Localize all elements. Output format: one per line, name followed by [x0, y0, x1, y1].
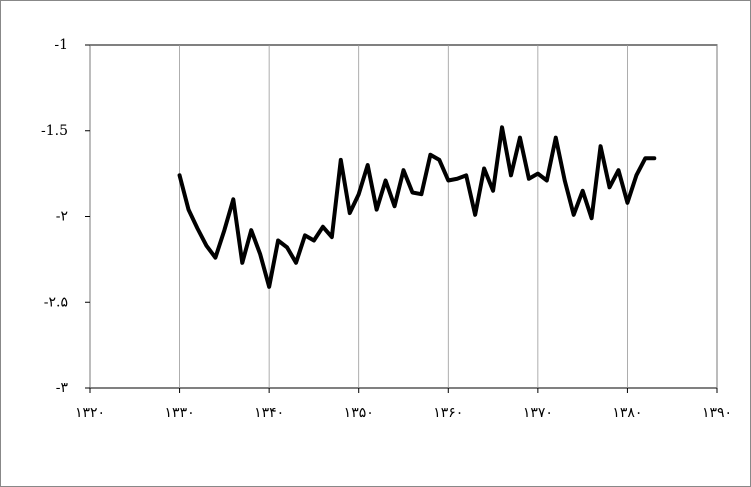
x-tick-label: ۱۳۵۰ [344, 405, 374, 421]
data-line [177, 125, 657, 289]
y-tick-label: -۲ [56, 209, 68, 225]
x-tick-label: ۱۳۸۰ [612, 405, 642, 421]
y-tick-label: -۲.۵ [44, 294, 68, 310]
y-tick-label: -۳ [56, 380, 69, 396]
x-tick-label: ۱۳۴۰ [254, 405, 284, 421]
x-tick-label: ۱۳۶۰ [433, 405, 463, 421]
y-tick-label: -1 [54, 37, 68, 53]
x-tick-label: ۱۳۷۰ [523, 405, 553, 421]
y-tick-label: -1.5 [41, 123, 68, 139]
x-tick-label: ۱۳۲۰ [75, 405, 105, 421]
x-tick-label: ۱۳۹۰ [702, 405, 732, 421]
x-tick-label: ۱۳۳۰ [165, 405, 195, 421]
